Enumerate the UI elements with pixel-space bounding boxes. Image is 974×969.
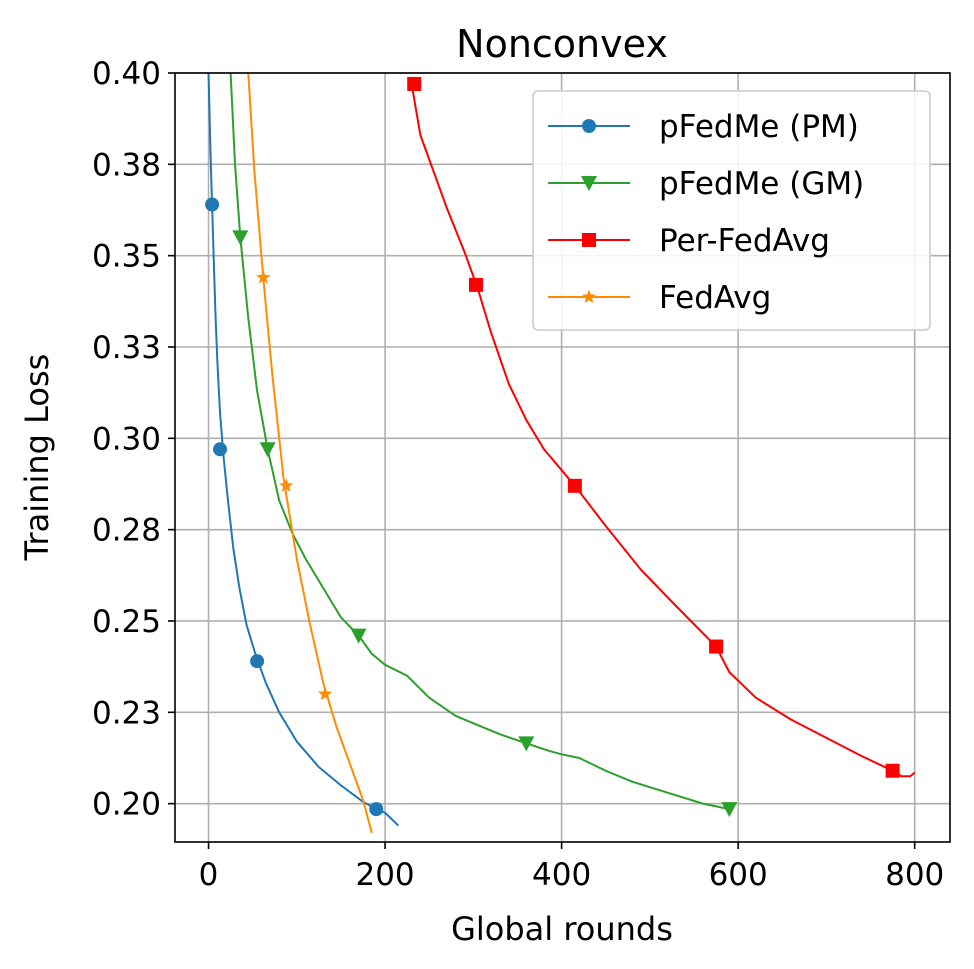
y-tick-label: 0.23 [92,695,161,731]
data-point-marker [709,639,724,654]
data-point-marker [567,478,582,493]
data-point-marker [259,442,276,458]
y-tick-label: 0.35 [92,239,161,275]
y-tick-label: 0.38 [92,147,161,183]
legend-label: pFedMe (GM) [659,166,864,202]
plot-frame [174,72,951,843]
y-tick-label: 0.33 [92,330,161,366]
legend-label: pFedMe (PM) [659,109,859,145]
x-tick-label: 200 [355,857,414,893]
data-point-marker [885,763,900,778]
marker-layer [205,76,900,818]
y-tick-label: 0.40 [92,56,161,92]
data-point-marker [721,802,738,818]
data-point-marker [369,802,384,817]
legend-marker [581,289,597,304]
x-axis-label: Global rounds [451,910,673,948]
legend-marker [582,119,596,133]
series-line-2 [410,83,916,778]
series-line-0 [207,73,400,827]
legend-marker [581,176,597,191]
x-tick-label: 400 [532,857,591,893]
data-point-marker [250,654,265,669]
y-tick-label: 0.25 [92,604,161,640]
series-line-3 [247,73,373,834]
y-axis-label: Training Loss [18,354,56,562]
x-tick-label: 0 [199,857,219,893]
data-point-marker [518,736,535,752]
x-tick-label: 800 [885,857,944,893]
series-layer [207,73,916,834]
data-point-marker [232,230,249,246]
data-point-marker [317,686,333,701]
legend-marker [582,233,596,247]
y-tick-label: 0.30 [92,421,161,457]
legend-frame [532,90,931,331]
series-line-1 [229,73,730,811]
data-point-marker [350,628,367,644]
legend-entries: pFedMe (PM) pFedMe (GM) Per-FedAvg FedAvg [548,109,864,316]
legend: pFedMe (PM) pFedMe (GM) Per-FedAvg FedAvg [532,90,931,331]
data-point-marker [205,197,220,212]
data-point-marker [468,277,483,292]
data-point-marker [279,478,294,492]
y-tick-label: 0.28 [92,513,161,549]
y-tick-label: 0.20 [92,787,161,823]
legend-label: Per-FedAvg [659,223,830,259]
ticks: 0 200 400 600 800 0.20 0.23 0.25 0.28 0.30 0.33 0.3… [92,56,944,893]
x-tick-label: 600 [709,857,768,893]
data-point-marker [407,76,422,91]
chart-title: Nonconvex [456,22,668,66]
data-point-marker [213,442,228,457]
data-point-marker [256,270,271,284]
legend-label: FedAvg [659,280,771,316]
